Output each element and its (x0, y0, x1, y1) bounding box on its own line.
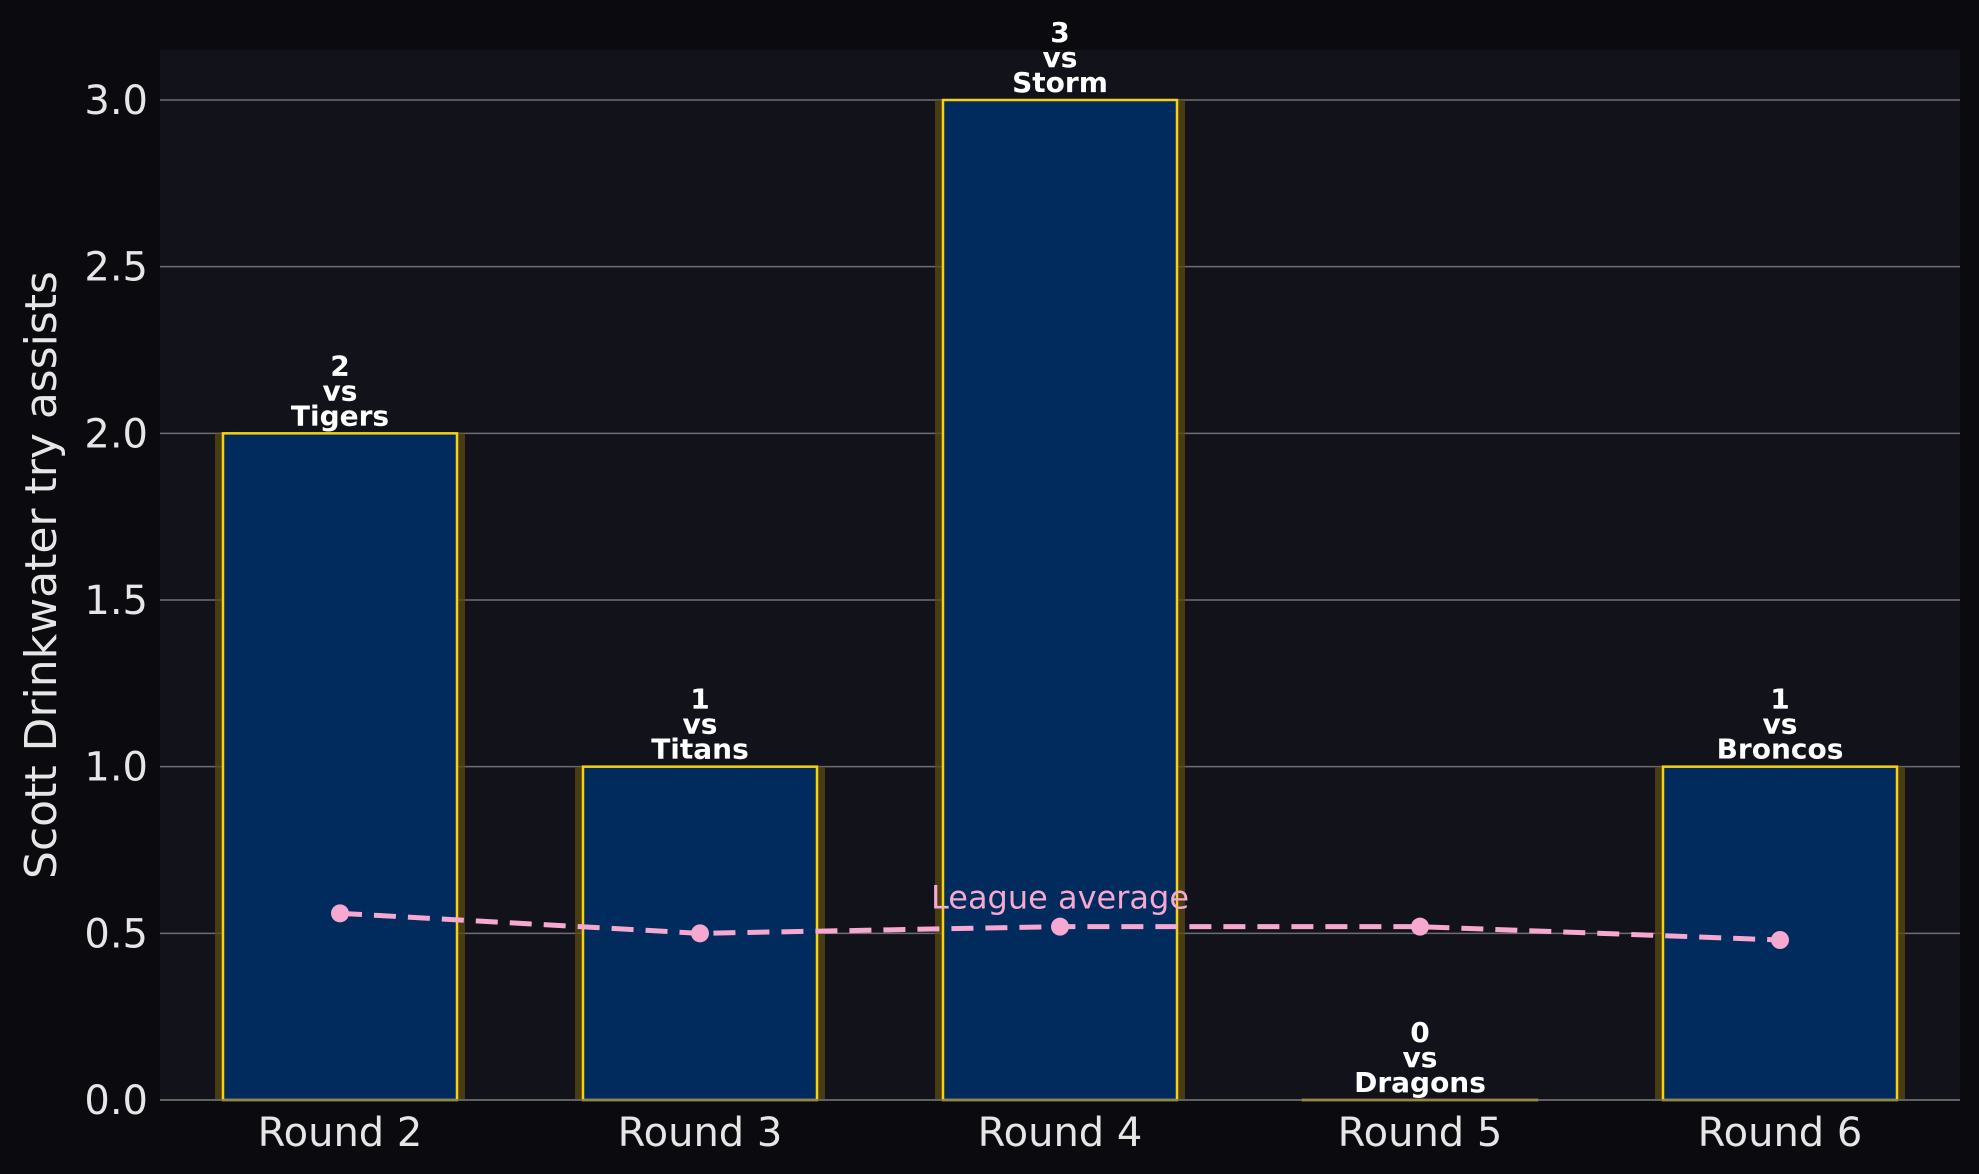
bar-label: 1 (690, 683, 709, 716)
bar-label: 1 (1770, 683, 1789, 716)
bar-label: Storm (1012, 66, 1108, 99)
y-tick-label: 2.0 (84, 411, 148, 457)
bar-label: vs (1043, 41, 1078, 74)
bar-label: 0 (1410, 1016, 1429, 1049)
league-average-series: League average (331, 879, 1789, 949)
bar-label: vs (683, 708, 718, 741)
bar-labels: 2vsTigers1vsTitans3vsStorm0vsDragons1vsB… (291, 16, 1844, 1099)
y-tick-label: 0.5 (84, 911, 148, 957)
y-axis-title: Scott Drinkwater try assists (16, 271, 67, 879)
y-tick-label: 1.5 (84, 578, 148, 624)
bar-label: Broncos (1717, 733, 1844, 766)
league-average-point (331, 904, 349, 923)
league-average-label: League average (931, 879, 1189, 917)
y-tick-label: 0.0 (84, 1078, 148, 1124)
x-tick-label: Round 5 (1338, 1110, 1503, 1156)
league-average-point (1771, 931, 1789, 949)
x-tick-label: Round 3 (618, 1110, 783, 1156)
league-average-point (1051, 917, 1069, 936)
y-tick-label: 3.0 (84, 78, 148, 124)
bar-label: vs (1763, 708, 1798, 741)
bar (941, 98, 1179, 1102)
bar-label: 2 (330, 349, 349, 382)
y-tick-label: 1.0 (84, 745, 148, 791)
bar (221, 432, 459, 1102)
bar-label: Titans (651, 733, 749, 766)
x-tick-label: Round 2 (258, 1110, 423, 1156)
x-tick-label: Round 4 (978, 1110, 1143, 1156)
league-average-point (691, 924, 709, 943)
bar-label: 3 (1050, 16, 1069, 49)
bar-label: Tigers (291, 399, 389, 432)
bar-label: vs (323, 374, 358, 407)
x-tick-label: Round 6 (1698, 1110, 1863, 1156)
bar-label: vs (1403, 1041, 1438, 1074)
league-average-point (1411, 917, 1429, 936)
axes: 0.0 0.5 1.0 1.5 2.0 2.5 3.0 Round 2 Round 3 Round… (84, 78, 1960, 1156)
bar-label: Dragons (1354, 1066, 1486, 1099)
y-tick-label: 2.5 (84, 245, 148, 291)
